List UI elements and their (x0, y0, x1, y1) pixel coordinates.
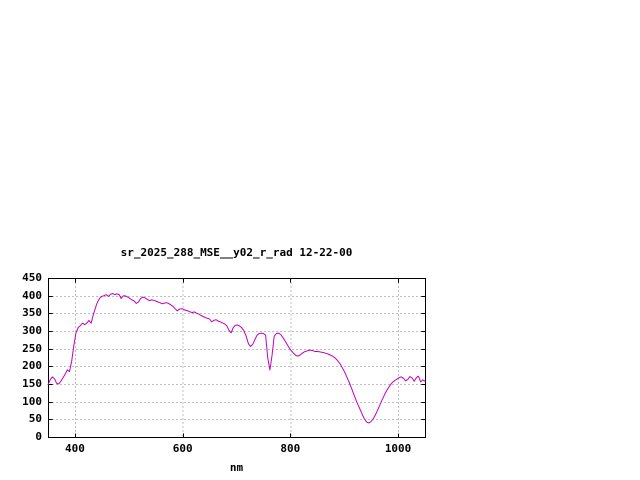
y-tick-label: 50 (28, 412, 42, 426)
plot-border (48, 278, 426, 438)
x-axis-label: nm (229, 461, 244, 474)
y-tick-label: 150 (22, 377, 42, 390)
x-tick-label: 800 (280, 442, 301, 455)
y-tick-label: 350 (22, 306, 42, 320)
y-tick-label: 0 (35, 430, 42, 443)
x-tick-label: 1000 (384, 442, 412, 455)
y-tick-label: 300 (22, 324, 42, 337)
y-tick-label: 400 (22, 288, 42, 302)
y-tick-label: 450 (22, 271, 42, 284)
y-tick-label: 100 (22, 394, 42, 408)
y-tick-label: 250 (22, 341, 42, 355)
chart-title: sr_2025_288_MSE__y02_r_rad 12-22-00 (120, 246, 353, 259)
x-tick-label: 600 (172, 442, 193, 455)
spectrum-line (47, 293, 426, 424)
y-tick-label: 200 (22, 359, 42, 373)
x-tick-label: 400 (64, 442, 85, 455)
